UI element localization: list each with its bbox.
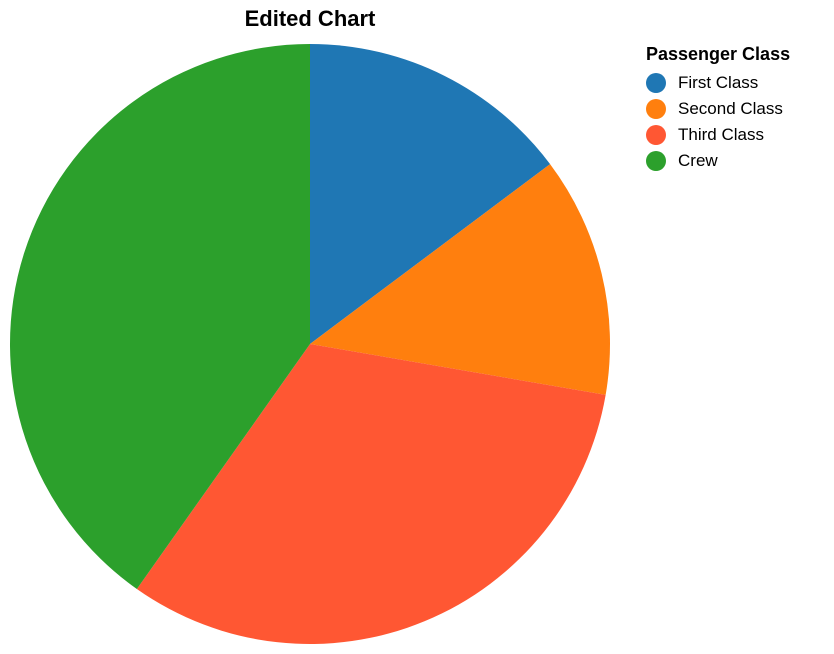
legend-title: Passenger Class <box>646 44 791 64</box>
legend-label: First Class <box>678 73 759 92</box>
pie-slice-first-class <box>310 44 551 344</box>
pie-slice-third-class <box>136 344 606 644</box>
legend-swatch <box>646 99 666 119</box>
legend-items: First Class Second Class Third Class Crew <box>646 70 790 174</box>
legend-item-third-class: Third Class <box>646 122 790 148</box>
legend-label: Second Class <box>678 99 783 118</box>
pie-slice-crew <box>9 44 311 589</box>
legend-swatch <box>646 73 666 93</box>
pie-slice-second-class <box>310 164 610 395</box>
legend: Passenger Class First Class Second Class T… <box>646 44 790 174</box>
legend-item-first-class: First Class <box>646 70 790 96</box>
pie-chart <box>9 44 610 644</box>
legend-label: Crew <box>678 151 718 170</box>
legend-swatch <box>646 125 666 145</box>
legend-swatch <box>646 151 666 171</box>
legend-item-crew: Crew <box>646 148 790 174</box>
legend-item-second-class: Second Class <box>646 96 790 122</box>
chart-title: Edited Chart <box>244 6 376 31</box>
legend-label: Third Class <box>678 125 764 144</box>
